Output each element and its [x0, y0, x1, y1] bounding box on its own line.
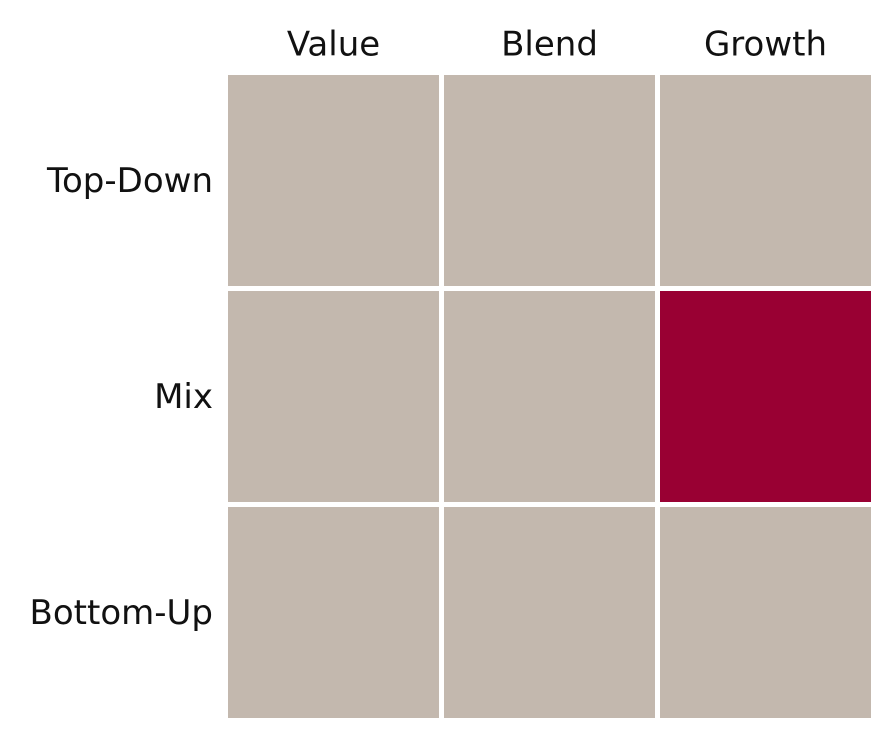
- column-label: Growth: [704, 25, 827, 65]
- row-label: Mix: [154, 377, 213, 417]
- row-label: Bottom-Up: [30, 593, 213, 633]
- cell: [228, 507, 439, 718]
- cell: [444, 75, 655, 286]
- cell: [444, 507, 655, 718]
- column-label: Value: [287, 25, 380, 65]
- highlighted-cell: [660, 291, 871, 502]
- cell: [228, 75, 439, 286]
- cell: [660, 507, 871, 718]
- row-label: Top-Down: [46, 161, 213, 201]
- column-label: Blend: [501, 25, 598, 65]
- cell: [444, 291, 655, 502]
- cell: [660, 75, 871, 286]
- cell: [228, 291, 439, 502]
